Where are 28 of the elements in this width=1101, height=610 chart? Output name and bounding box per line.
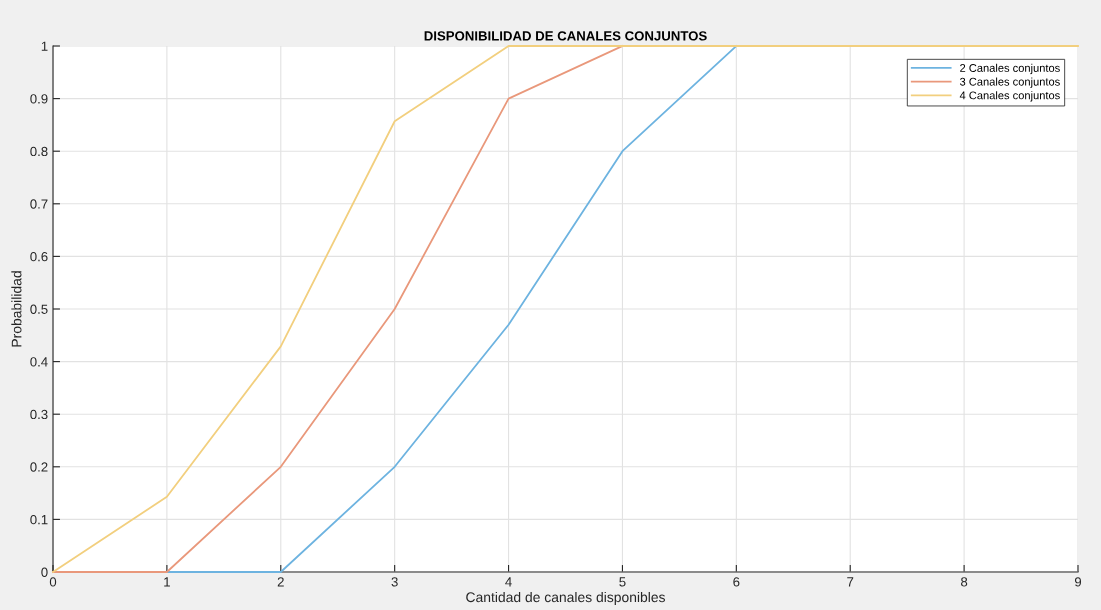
y-tick-label: 0.1 xyxy=(30,514,48,525)
x-tick-label: 4 xyxy=(505,577,512,587)
line-series xyxy=(52,45,1079,573)
x-tick-label: 8 xyxy=(961,577,968,587)
x-tick-label: 7 xyxy=(847,577,854,587)
y-tick-label: 0.3 xyxy=(30,409,48,420)
x-tick-label: 3 xyxy=(391,577,398,587)
x-tick-label: 5 xyxy=(619,577,626,587)
x-tick-label: 9 xyxy=(1074,577,1082,587)
legend-label: 4 Canales conjuntos xyxy=(959,91,1060,102)
y-tick-label: 0.8 xyxy=(30,146,48,157)
legend-label: 3 Canales conjuntos xyxy=(959,77,1060,88)
y-axis-title: Probabilidad xyxy=(11,271,22,347)
y-tick-label: 0.7 xyxy=(30,199,48,209)
legend-label: 2 Canales conjuntos xyxy=(960,63,1060,75)
y-tick-label: 0.5 xyxy=(30,304,48,314)
y-tick-label: 1 xyxy=(41,41,48,51)
y-tick-label: 0.4 xyxy=(30,357,48,367)
chart-title: DISPONIBILIDAD DE CANALES CONJUNTOS xyxy=(424,31,707,41)
y-tick-label: 0.6 xyxy=(30,251,48,262)
y-tick-label: 0.2 xyxy=(30,462,48,472)
x-axis-title: Cantidad de canales disponibles xyxy=(466,591,665,605)
x-tick-label: 6 xyxy=(733,577,740,587)
x-tick-label: 2 xyxy=(277,577,284,587)
x-tick-label: 0 xyxy=(49,577,57,587)
x-tick-label: 1 xyxy=(164,577,170,587)
y-tick-label: 0 xyxy=(41,567,48,577)
y-tick-label: 0.9 xyxy=(30,94,48,104)
